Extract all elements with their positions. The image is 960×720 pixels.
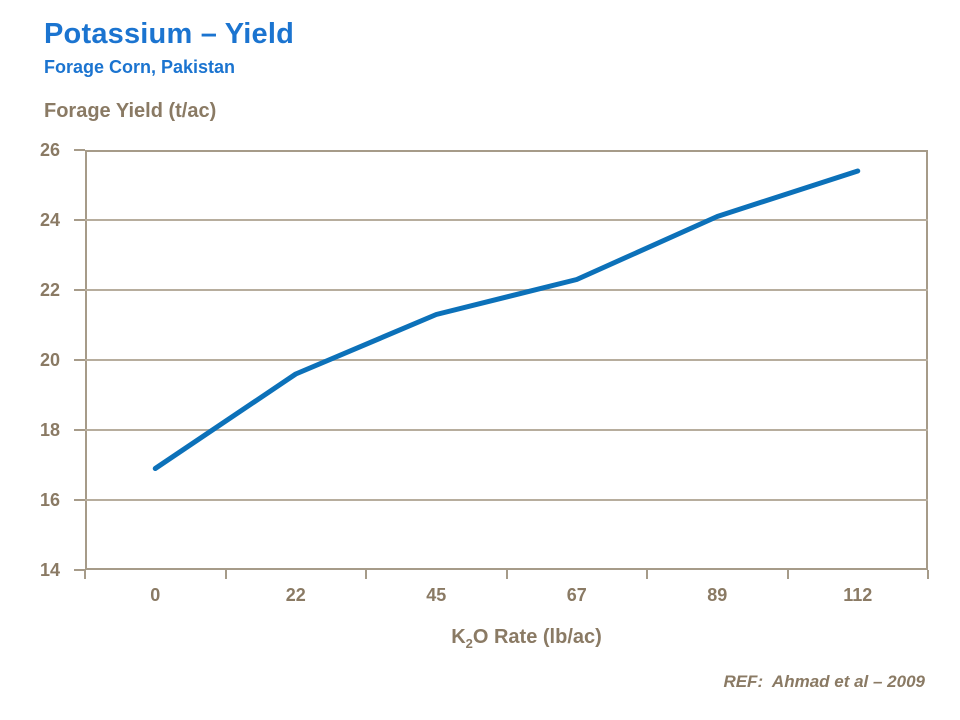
gridline-y-24 <box>85 219 928 221</box>
x-tick-5 <box>786 570 789 579</box>
x-axis-title: K2O Rate (lb/ac) <box>105 626 948 651</box>
reference-citation: REF: Ahmad et al – 2009 <box>723 672 925 691</box>
x-tick-label-0: 0 <box>150 585 161 605</box>
x-tick-4 <box>646 570 648 579</box>
y-tick-label-26: 26 <box>39 140 60 160</box>
y-tick-label-24: 24 <box>39 210 60 230</box>
y-tick-label-20: 20 <box>39 350 60 370</box>
x-axis-title-base: K <box>451 626 466 648</box>
page-title: Potassium – Yield <box>44 18 294 50</box>
gridline-y-16 <box>85 499 928 501</box>
gridline-y-20 <box>85 359 928 361</box>
line-series-svg <box>152 168 861 471</box>
x-tick-1 <box>224 570 227 579</box>
y-tick-14 <box>74 569 85 571</box>
yield-line-series <box>152 168 861 471</box>
y-tick-label-18: 18 <box>39 420 60 440</box>
x-tick-label-67: 67 <box>566 585 587 605</box>
x-tick-6 <box>927 570 929 579</box>
x-tick-label-112: 112 <box>843 585 873 605</box>
x-tick-0 <box>84 570 86 579</box>
x-tick-2 <box>365 570 367 579</box>
y-tick-24 <box>74 219 85 221</box>
y-tick-22 <box>74 289 85 291</box>
x-tick-3 <box>505 570 508 579</box>
x-axis-title-rest: O Rate (lb/ac) <box>472 626 602 648</box>
y-tick-label-14: 14 <box>39 560 60 580</box>
y-tick-20 <box>74 359 85 361</box>
y-tick-26 <box>74 149 85 151</box>
y-axis-title: Forage Yield (t/ac) <box>44 100 217 122</box>
x-tick-label-45: 45 <box>426 585 447 605</box>
y-tick-label-16: 16 <box>39 490 60 510</box>
page-subtitle: Forage Corn, Pakistan <box>44 57 236 77</box>
x-tick-label-89: 89 <box>707 585 728 605</box>
gridline-y-22 <box>85 289 928 291</box>
gridline-y-18 <box>85 429 928 431</box>
x-axis-title-subscript: 2 <box>465 636 473 651</box>
y-tick-label-22: 22 <box>39 280 60 300</box>
y-tick-18 <box>74 429 85 431</box>
y-tick-16 <box>74 499 85 501</box>
x-tick-label-22: 22 <box>285 585 306 605</box>
